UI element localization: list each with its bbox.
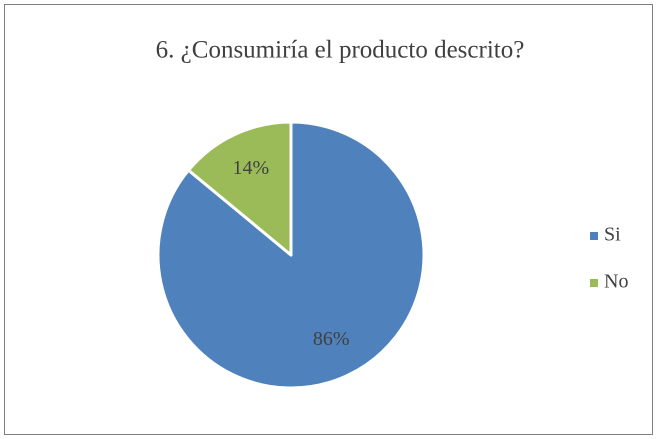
data-label: 86%	[313, 328, 350, 350]
legend-marker	[590, 279, 598, 287]
pie-slice	[187, 120, 293, 257]
chart-title: 6. ¿Consumiría el producto descrito?	[156, 37, 525, 64]
legend-label: No	[604, 271, 628, 293]
legend-marker	[590, 232, 598, 240]
data-label: 14%	[232, 157, 269, 179]
legend-label: Si	[604, 224, 621, 246]
